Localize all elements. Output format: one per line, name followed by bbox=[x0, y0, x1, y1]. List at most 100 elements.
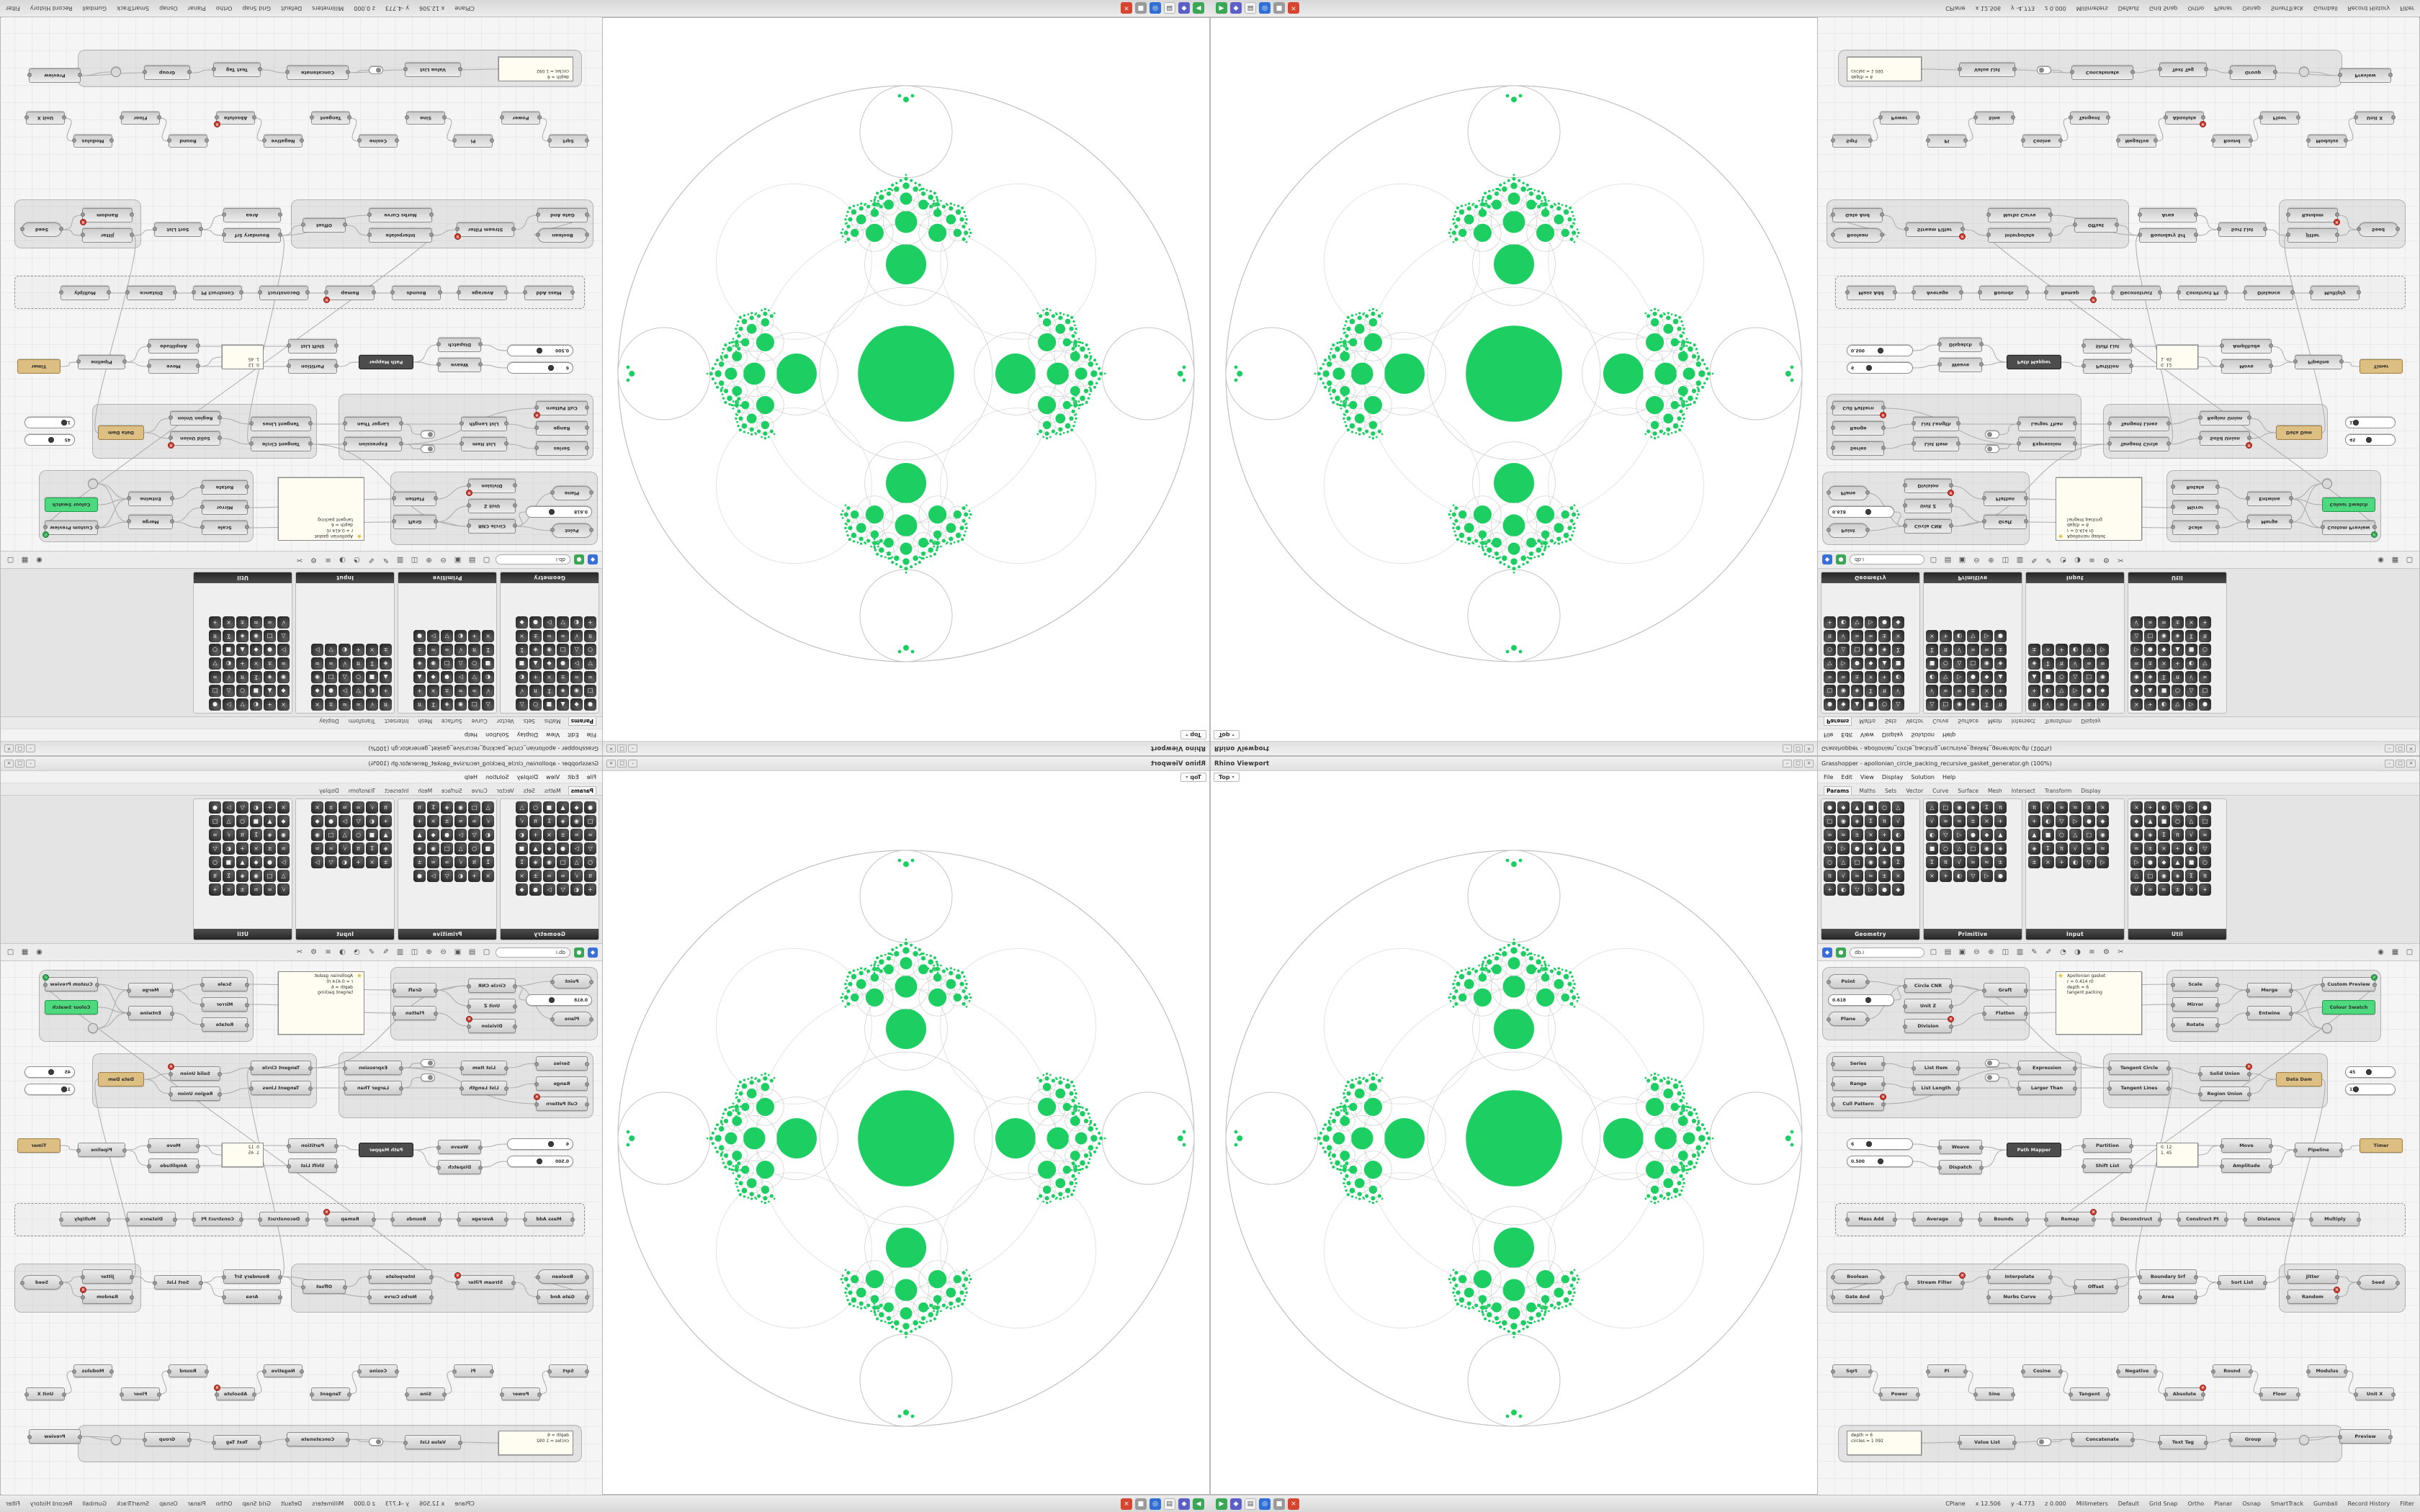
gh-node-param[interactable]: Plane bbox=[552, 1012, 592, 1026]
gh-node-comp[interactable]: Rotate bbox=[202, 480, 248, 495]
tab-mesh[interactable]: Mesh bbox=[1987, 718, 2002, 724]
param-icon[interactable]: × bbox=[427, 815, 439, 827]
param-icon[interactable]: √ bbox=[2130, 883, 2143, 896]
param-icon[interactable]: ▷ bbox=[2185, 801, 2197, 814]
param-icon[interactable]: ◆ bbox=[1865, 657, 1877, 670]
gh-node-comp[interactable]: Entwine bbox=[128, 1006, 173, 1020]
slider-knob[interactable] bbox=[2366, 437, 2372, 443]
gh-node-comp[interactable]: Negative bbox=[264, 1364, 302, 1377]
param-icon[interactable]: ◈ bbox=[1851, 685, 1863, 697]
param-icon[interactable]: ∞ bbox=[557, 630, 569, 642]
gh-node-comp[interactable]: List Length bbox=[1912, 1081, 1960, 1095]
param-icon[interactable]: ● bbox=[413, 870, 426, 882]
param-icon[interactable]: ∞ bbox=[2144, 616, 2156, 629]
gh-node-comp[interactable]: Random × bbox=[2286, 1287, 2340, 1304]
param-icon[interactable]: ≈ bbox=[454, 815, 467, 827]
param-icon[interactable]: ● bbox=[1967, 671, 1979, 683]
app-icon-green[interactable]: ▶ bbox=[1216, 2, 1227, 14]
gh-node-comp[interactable]: Remap × bbox=[2045, 286, 2097, 303]
gh-node-comp[interactable]: Weave bbox=[1937, 1140, 1984, 1154]
param-icon[interactable]: ■ bbox=[543, 698, 555, 711]
param-icon[interactable]: × bbox=[2185, 616, 2197, 629]
gh-node-comp[interactable]: Dispatch bbox=[438, 1160, 481, 1174]
param-icon[interactable]: × bbox=[2130, 698, 2143, 711]
status-segment[interactable]: Filter bbox=[6, 5, 20, 12]
tab-surface[interactable]: Surface bbox=[442, 788, 462, 794]
menu-item-help[interactable]: Help bbox=[1942, 732, 1956, 739]
viewport-maximize-button[interactable]: □ bbox=[1793, 744, 1803, 752]
param-icon[interactable]: ± bbox=[325, 801, 337, 814]
param-icon[interactable]: ▽ bbox=[209, 842, 221, 855]
param-icon[interactable]: ■ bbox=[223, 644, 235, 656]
gh-node-param[interactable]: Seed bbox=[22, 1275, 62, 1290]
status-segment[interactable]: Default bbox=[2118, 1500, 2139, 1507]
gh-canvas[interactable]: Point 0.618 Plane Circle CNR Unit Z Division ×… bbox=[1, 17, 602, 551]
slider-knob[interactable] bbox=[1865, 509, 1872, 515]
gh-node-comp[interactable]: Tangent Circle bbox=[2109, 437, 2169, 451]
gh-node-panelstar[interactable]: Apollonian gasket r = 0.414 r0 depth = 6… bbox=[278, 477, 364, 541]
app-icon-blue[interactable]: ◎ bbox=[1259, 2, 1270, 14]
param-icon[interactable]: ▷ bbox=[570, 842, 583, 855]
app-icon-indigo[interactable]: ◆ bbox=[1178, 2, 1190, 14]
param-icon[interactable]: ● bbox=[557, 657, 569, 670]
gh-maximize-button[interactable]: □ bbox=[2396, 744, 2405, 752]
status-segment[interactable]: Default bbox=[281, 1500, 302, 1507]
gh-node-comp[interactable]: Construct Pt bbox=[193, 286, 242, 300]
gh-node-comp[interactable]: Expression bbox=[344, 437, 402, 451]
param-icon[interactable]: ▽ bbox=[1967, 870, 1979, 882]
param-icon[interactable]: □ bbox=[468, 698, 480, 711]
param-icon[interactable]: ■ bbox=[250, 685, 262, 697]
status-segment[interactable]: Osnap bbox=[2242, 1500, 2261, 1507]
param-icon[interactable]: ● bbox=[413, 630, 426, 642]
gh-node-comp[interactable]: Flatten bbox=[393, 492, 436, 506]
tab-surface[interactable]: Surface bbox=[442, 718, 462, 724]
new-document-icon[interactable]: ▢ bbox=[483, 948, 490, 956]
gh-node-comp[interactable]: Interpolate bbox=[1988, 228, 2051, 243]
param-icon[interactable]: π bbox=[380, 801, 392, 814]
param-icon[interactable]: ≈ bbox=[2130, 657, 2143, 670]
param-icon[interactable]: ◈ bbox=[557, 685, 569, 697]
param-icon[interactable]: + bbox=[468, 870, 480, 882]
param-icon[interactable]: △ bbox=[1892, 698, 1904, 711]
preview-eye-icon[interactable]: ◉ bbox=[36, 948, 42, 956]
slider-knob[interactable] bbox=[1865, 997, 1872, 1003]
param-icon[interactable]: ◆ bbox=[277, 685, 290, 697]
gh-node-comp[interactable]: Range bbox=[536, 421, 588, 436]
param-icon[interactable]: ◐ bbox=[339, 856, 351, 868]
param-icon[interactable]: π bbox=[1940, 644, 1952, 656]
gh-node-comp[interactable]: Series bbox=[1832, 441, 1884, 456]
tab-curve[interactable]: Curve bbox=[1932, 718, 1949, 724]
gh-node-comp[interactable]: Sine bbox=[406, 112, 445, 125]
param-icon[interactable]: ± bbox=[413, 856, 426, 868]
gh-node-comp[interactable]: Preview bbox=[2339, 68, 2391, 83]
param-icon[interactable]: π bbox=[380, 698, 392, 711]
gh-node-param[interactable]: Seed bbox=[22, 222, 62, 237]
param-icon[interactable]: ∞ bbox=[1851, 630, 1863, 642]
slider-knob[interactable] bbox=[1878, 1158, 1883, 1164]
gh-node-comp[interactable]: Modulus bbox=[73, 135, 112, 148]
gh-node-comp[interactable]: Expression bbox=[2017, 1061, 2077, 1075]
gh-node-param[interactable]: Boolean bbox=[537, 228, 588, 243]
gh-node-comp[interactable]: Dispatch bbox=[1937, 1160, 1984, 1174]
param-icon[interactable]: ± bbox=[441, 815, 453, 827]
param-icon[interactable]: × bbox=[366, 856, 378, 868]
viewport-tab-top[interactable]: Top ▾ bbox=[1214, 730, 1240, 740]
param-icon[interactable]: ∞ bbox=[264, 616, 276, 629]
param-icon[interactable]: ● bbox=[2199, 801, 2211, 814]
rhino-viewport-canvas[interactable] bbox=[1211, 18, 1817, 729]
gh-node-comp[interactable]: Sqrt bbox=[1831, 1364, 1873, 1377]
gh-node-comp[interactable]: Rotate bbox=[2171, 1017, 2220, 1032]
gh-node-comp[interactable]: Nurbs Curve bbox=[369, 1290, 432, 1304]
param-icon[interactable]: ○ bbox=[584, 856, 596, 868]
gh-node-comp[interactable]: Floor bbox=[121, 1387, 160, 1400]
menu-item-solution[interactable]: Solution bbox=[485, 732, 509, 739]
param-icon[interactable]: ∞ bbox=[2144, 883, 2156, 896]
menu-item-solution[interactable]: Solution bbox=[485, 773, 509, 780]
gh-node-param[interactable]: Boolean bbox=[1831, 1269, 1884, 1284]
gh-node-comp[interactable]: Pipeline bbox=[2295, 355, 2342, 369]
gh-node-comp[interactable]: Region Union bbox=[2198, 1086, 2251, 1101]
param-icon[interactable]: ● bbox=[264, 856, 276, 868]
param-icon[interactable]: ◆ bbox=[427, 829, 439, 841]
param-icon[interactable]: + bbox=[1940, 630, 1952, 642]
param-icon[interactable]: ◐ bbox=[2185, 657, 2197, 670]
